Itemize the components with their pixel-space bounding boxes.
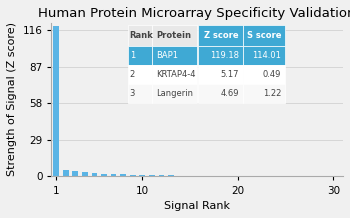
Bar [82,172,88,177]
Bar [149,175,155,177]
Title: Human Protein Microarray Specificity Validation: Human Protein Microarray Specificity Val… [38,7,350,20]
Text: 119.18: 119.18 [210,51,239,60]
Bar [312,176,317,177]
Bar [130,175,135,177]
Text: Rank: Rank [130,31,153,40]
Text: 1.22: 1.22 [263,89,281,98]
Text: 0.49: 0.49 [263,70,281,79]
Bar [206,176,212,177]
Bar [273,176,279,177]
Text: 3: 3 [130,89,135,98]
Text: BAP1: BAP1 [156,51,178,60]
Bar [321,176,327,177]
Text: 1: 1 [130,51,135,60]
Bar [178,175,183,177]
Bar [101,174,107,177]
Bar [283,176,288,177]
Y-axis label: Strength of Signal (Z score): Strength of Signal (Z score) [7,22,17,177]
Bar [245,176,250,177]
Bar [292,176,298,177]
Text: 2: 2 [130,70,135,79]
Bar [302,176,308,177]
Bar [254,176,260,177]
X-axis label: Signal Rank: Signal Rank [164,201,230,211]
Bar [72,170,78,177]
Bar [139,175,145,177]
Bar [331,176,336,177]
Bar [197,176,203,177]
Text: 5.17: 5.17 [220,70,239,79]
Bar [264,176,270,177]
Text: S score: S score [247,31,281,40]
Bar [111,174,117,177]
Bar [187,176,193,177]
Bar [63,170,69,177]
Bar [53,26,59,177]
Text: Z score: Z score [204,31,239,40]
Text: Protein: Protein [156,31,191,40]
Bar [235,176,241,177]
Bar [168,175,174,177]
Text: 4.69: 4.69 [220,89,239,98]
Text: 114.01: 114.01 [252,51,281,60]
Text: KRTAP4-4: KRTAP4-4 [156,70,195,79]
Bar [159,175,164,177]
Text: Langerin: Langerin [156,89,193,98]
Bar [225,176,231,177]
Bar [216,176,222,177]
Bar [92,173,97,177]
Bar [120,174,126,177]
